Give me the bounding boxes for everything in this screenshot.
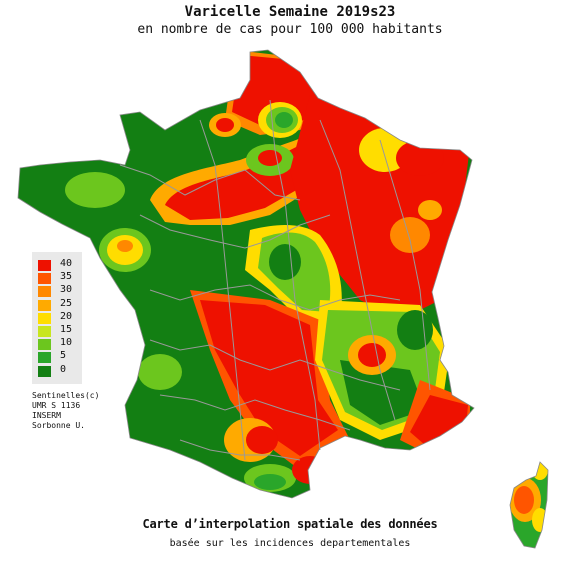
legend-label: 25	[60, 297, 73, 309]
legend-label: 0	[60, 363, 67, 375]
corsica-outline	[509, 461, 549, 549]
center-south-high-zone	[200, 300, 338, 456]
legend-swatch	[38, 286, 51, 298]
legend-row: 40	[38, 258, 82, 271]
legend-row: 5	[38, 350, 82, 364]
legend-label: 20	[60, 310, 73, 322]
legend-swatch	[38, 260, 51, 271]
map-subtitle: en nombre de cas pour 100 000 habitants	[137, 22, 443, 37]
legend-row: 35	[38, 271, 82, 285]
legend-label: 10	[60, 337, 73, 349]
legend-swatch	[38, 339, 51, 351]
legend-swatch	[38, 273, 51, 285]
legend-row: 15	[38, 324, 82, 337]
credits: Sentinelles(c) UMR S 1136 INSERM Sorbonn…	[32, 391, 99, 431]
color-legend: 40 35 30 25 20 15 10 5 0	[32, 252, 82, 384]
legend-label: 5	[60, 350, 67, 362]
legend-swatch	[38, 326, 51, 337]
legend-row: 0	[38, 363, 82, 377]
footer-subtitle: basée sur les incidences departementales	[169, 538, 411, 549]
france-outline	[17, 49, 475, 499]
legend-swatch	[38, 352, 51, 364]
footer-title: Carte d’interpolation spatiale des donné…	[142, 517, 438, 531]
credit-line: Sentinelles(c)	[32, 391, 100, 400]
legend-row: 20	[38, 310, 82, 324]
legend-swatch	[38, 299, 51, 311]
legend-label: 35	[60, 271, 73, 283]
credit-line: Sorbonne U.	[32, 421, 85, 430]
credit-line: UMR S 1136	[32, 401, 81, 410]
legend-label: 30	[60, 284, 73, 296]
legend-label: 40	[60, 258, 73, 269]
legend-swatch	[38, 312, 51, 324]
department-borders	[119, 99, 431, 461]
brittany-low-zone	[65, 172, 125, 208]
north-high-zone	[232, 55, 322, 126]
map-title: Varicelle Semaine 2019s23	[184, 4, 396, 20]
credit-line: INSERM	[32, 411, 61, 420]
legend-row: 10	[38, 337, 82, 351]
legend-swatch	[38, 365, 51, 377]
legend-row: 30	[38, 284, 82, 298]
legend-label: 15	[60, 324, 73, 335]
legend-row: 25	[38, 297, 82, 311]
